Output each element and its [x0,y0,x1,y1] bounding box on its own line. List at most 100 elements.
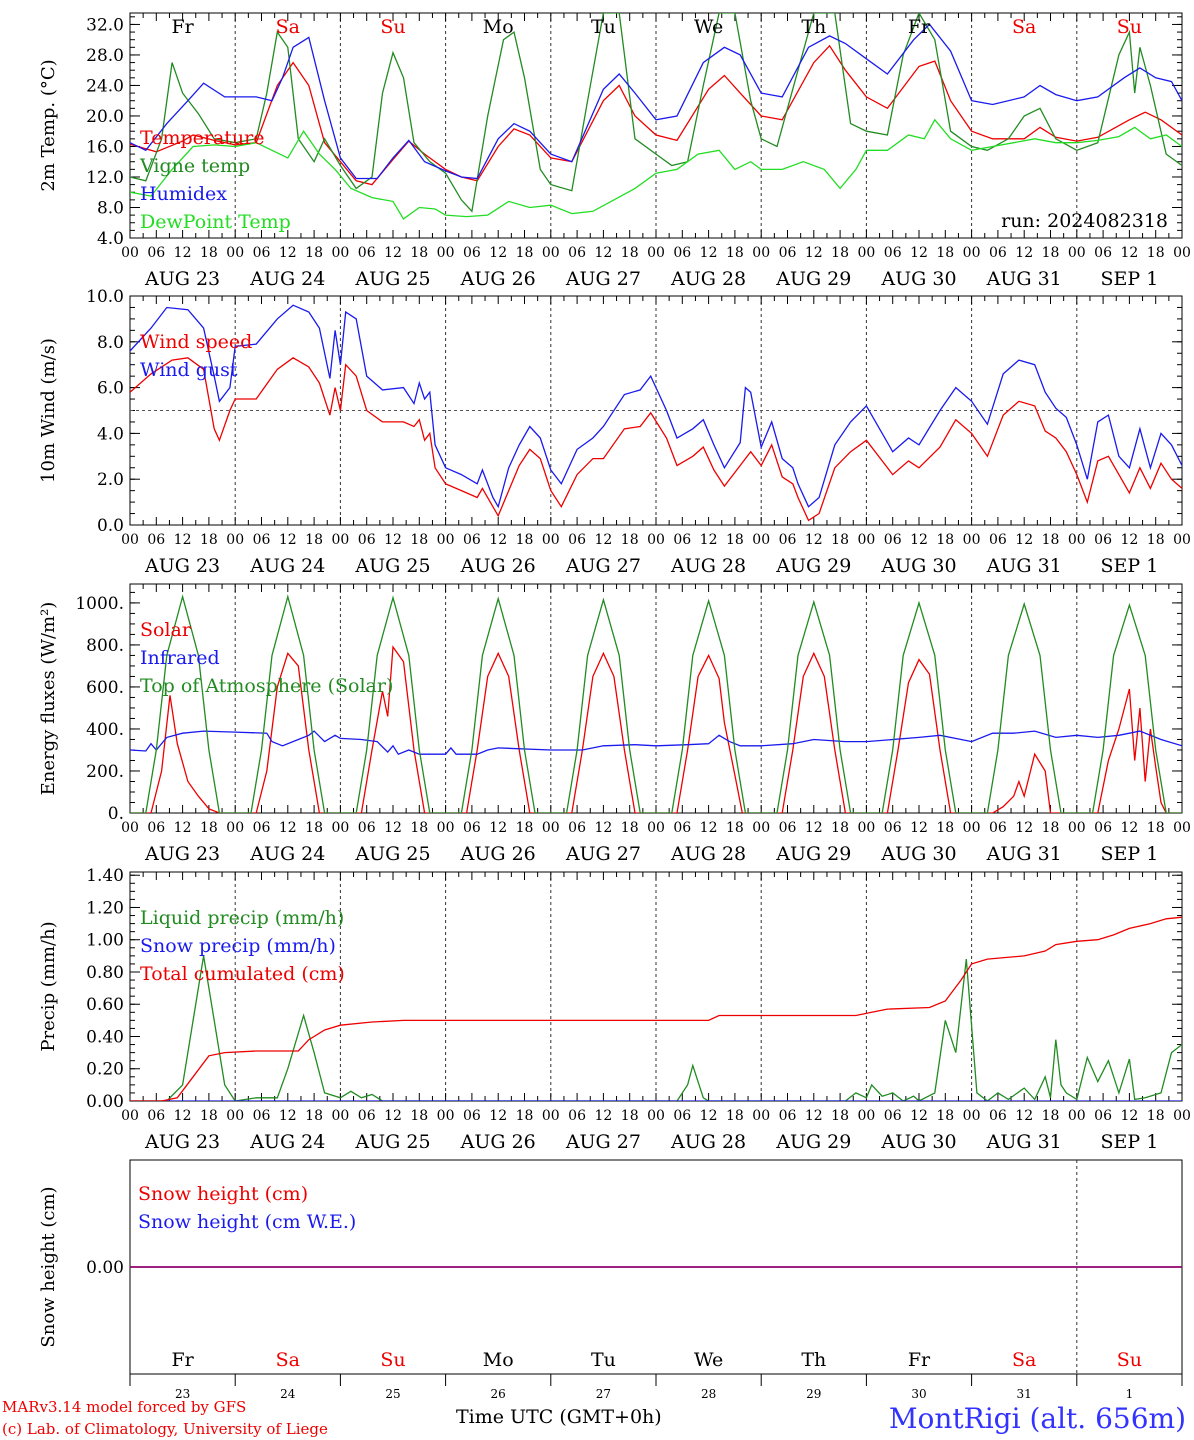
day-number-label: 31 [1017,1387,1032,1401]
hour-tick-label: 18 [1042,245,1060,261]
hour-tick-label: 12 [279,1108,297,1124]
hour-tick-label: 18 [831,245,849,261]
y-tick-label: 0. [108,804,124,824]
hour-tick-label: 00 [542,532,560,548]
date-label: AUG 29 [775,843,851,865]
y-tick-label: 600. [86,678,124,698]
y-tick-label: 4.0 [97,424,124,444]
legend-entry: Wind gust [140,359,238,381]
hour-tick-label: 00 [121,820,139,836]
hour-tick-label: 06 [253,1108,271,1124]
hour-tick-label: 00 [226,1108,244,1124]
hour-tick-label: 18 [305,532,323,548]
y-tick-label: 8.0 [97,333,124,353]
hour-tick-label: 12 [805,820,823,836]
date-label: AUG 30 [880,555,956,577]
hour-tick-label: 00 [1068,532,1086,548]
hour-tick-label: 06 [568,820,586,836]
hour-tick-label: 00 [226,245,244,261]
date-label: AUG 28 [670,843,746,865]
y-axis-label: 10m Wind (m/s) [38,338,59,483]
hour-tick-label: 12 [1120,820,1138,836]
hour-tick-label: 12 [910,532,928,548]
hour-tick-label: 18 [621,245,639,261]
hour-tick-label: 12 [489,1108,507,1124]
hour-tick-label: 06 [779,532,797,548]
hour-tick-label: 00 [752,245,770,261]
hour-tick-label: 18 [936,820,954,836]
date-label: AUG 29 [775,268,851,290]
hour-tick-label: 12 [594,245,612,261]
date-label: AUG 25 [354,268,430,290]
hour-tick-label: 06 [463,820,481,836]
hour-tick-label: 06 [1094,245,1112,261]
weekday-label-top: Sa [1012,16,1036,38]
date-label: AUG 28 [670,555,746,577]
hour-tick-label: 06 [779,1108,797,1124]
hour-tick-label: 18 [516,820,534,836]
hour-tick-label: 06 [1094,532,1112,548]
hour-tick-label: 18 [726,1108,744,1124]
y-tick-label: 16.0 [86,137,124,157]
hour-tick-label: 00 [857,820,875,836]
hour-tick-label: 18 [200,532,218,548]
hour-tick-label: 00 [121,1108,139,1124]
hour-tick-label: 12 [1120,532,1138,548]
hour-tick-label: 00 [857,245,875,261]
hour-tick-label: 06 [253,532,271,548]
hour-tick-label: 00 [857,1108,875,1124]
hour-tick-label: 12 [910,820,928,836]
weekday-label-top: Fr [171,16,194,38]
hour-tick-label: 00 [1173,532,1191,548]
hour-tick-label: 12 [594,820,612,836]
legend-entry: Snow precip (mm/h) [140,935,336,957]
hour-tick-label: 00 [647,820,665,836]
hour-tick-label: 12 [805,245,823,261]
date-label: AUG 26 [460,555,536,577]
date-label: AUG 23 [144,843,220,865]
y-axis-label: Precip (mm/h) [38,921,59,1051]
legend-entry: Snow height (cm W.E.) [138,1211,356,1233]
hour-tick-label: 12 [1120,245,1138,261]
legend-entry: Solar [140,619,192,641]
hour-tick-label: 00 [857,532,875,548]
hour-tick-label: 00 [963,820,981,836]
hour-tick-label: 00 [963,532,981,548]
hour-tick-label: 06 [147,245,165,261]
hour-tick-label: 00 [1173,1108,1191,1124]
date-label: AUG 25 [354,1131,430,1153]
weekday-label-top: We [694,16,723,38]
hour-tick-label: 00 [437,1108,455,1124]
hour-tick-label: 06 [779,245,797,261]
hour-tick-label: 18 [305,245,323,261]
hour-tick-label: 18 [831,532,849,548]
hour-tick-label: 00 [331,1108,349,1124]
hour-tick-label: 12 [594,532,612,548]
date-label: AUG 31 [986,268,1062,290]
weekday-label-top: Fr [908,16,931,38]
y-tick-label: 800. [86,636,124,656]
date-label: AUG 24 [249,843,325,865]
legend-entry: Top of Atmosphere (Solar) [140,675,393,697]
series-line-wind-gust [130,304,1182,509]
hour-tick-label: 06 [358,532,376,548]
hour-tick-label: 12 [489,245,507,261]
hour-tick-label: 12 [174,820,192,836]
hour-tick-label: 12 [1015,1108,1033,1124]
y-axis-label: Energy fluxes (W/m²) [38,602,59,796]
hour-tick-label: 06 [989,820,1007,836]
hour-tick-label: 12 [489,820,507,836]
hour-tick-label: 12 [700,245,718,261]
y-axis-label: 2m Temp. (°C) [38,59,59,191]
hour-tick-label: 06 [673,245,691,261]
y-tick-label: 0.00 [86,1092,124,1112]
y-tick-label: 0.60 [86,995,124,1015]
y-tick-label: 0.0 [97,516,124,536]
date-label: AUG 28 [670,1131,746,1153]
hour-tick-label: 18 [936,1108,954,1124]
date-label: SEP 1 [1100,268,1158,290]
hour-tick-label: 18 [200,245,218,261]
hour-tick-label: 06 [253,245,271,261]
hour-tick-label: 00 [226,820,244,836]
